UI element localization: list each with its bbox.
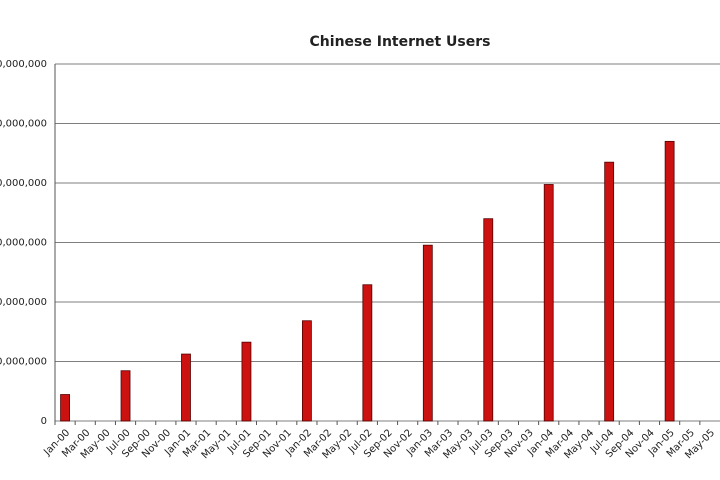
y-tick-label: 80,000,000 [0, 178, 47, 189]
bar [181, 353, 191, 422]
chart-title: Chinese Internet Users [310, 34, 491, 50]
bar [241, 341, 252, 422]
y-tick-label: 120,000,000 [0, 59, 47, 70]
bar [301, 320, 312, 422]
y-tick-label: 100,000,000 [0, 119, 47, 130]
bar [422, 244, 433, 422]
bar [543, 184, 554, 422]
bar [483, 218, 494, 422]
bar [120, 370, 131, 422]
y-tick-label: 60,000,000 [0, 238, 47, 249]
bar [664, 140, 675, 422]
y-tick-label: 20,000,000 [0, 357, 47, 368]
bar [60, 394, 70, 422]
bar [362, 284, 373, 422]
y-tick-label: 0 [41, 416, 47, 427]
bar [604, 161, 615, 422]
y-tick-label: 40,000,000 [0, 297, 47, 308]
